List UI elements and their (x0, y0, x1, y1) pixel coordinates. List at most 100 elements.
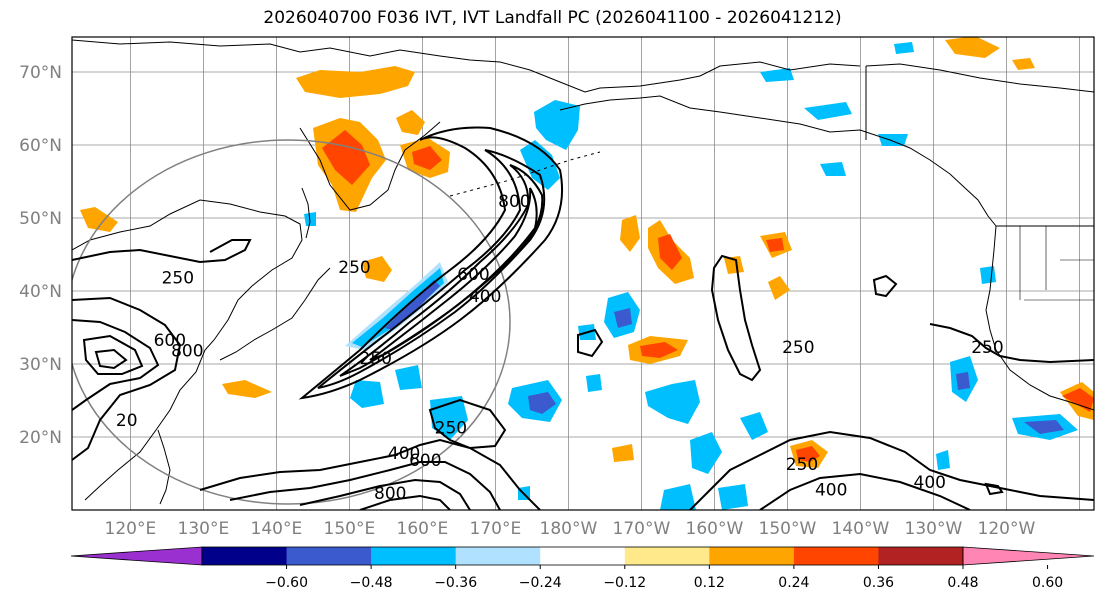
border-states (1019, 226, 1094, 301)
lon-label: 130°W (905, 519, 963, 539)
lon-label: 130°E (178, 519, 230, 539)
coast-aleutians (449, 151, 601, 197)
coast-siberia (72, 39, 861, 93)
shade-red (412, 146, 442, 170)
contour-label: 800 (498, 192, 530, 212)
lon-label: 140°W (832, 519, 890, 539)
colorbar-tick-label: −0.60 (265, 575, 308, 591)
lon-label: 170°W (613, 519, 671, 539)
shade-cyan (586, 374, 602, 392)
shade-orange (296, 66, 415, 98)
colorbar-box (371, 547, 457, 565)
colorbar-tick-label: −0.24 (519, 575, 562, 591)
shade-cyan (820, 162, 846, 176)
colorbar-tick-label: 0.60 (1032, 575, 1063, 591)
shade-cyan (534, 100, 580, 150)
shade-orange (222, 380, 272, 398)
coast-north-america-west (985, 225, 1094, 411)
colorbar-tick-label: 0.36 (863, 575, 894, 591)
colorbar-box (202, 547, 288, 565)
shade-cyan (718, 484, 748, 510)
contour-label: 800 (171, 342, 203, 362)
contour-label: 400 (815, 480, 847, 500)
colorbar-box (793, 547, 879, 565)
lon-label: 160°W (686, 519, 744, 539)
coast-arctic-canada (865, 63, 1094, 93)
latitude-labels: 70°N 60°N 50°N 40°N 30°N 20°N (19, 63, 62, 448)
colorbar-box (540, 547, 626, 565)
lon-label: 170°E (470, 519, 522, 539)
shade-orange (612, 444, 634, 462)
lon-label: 140°E (251, 519, 303, 539)
contour-400-ar (317, 149, 546, 389)
shade-cyan (740, 412, 768, 440)
colorbar-box (709, 547, 795, 565)
colorbar-tick-label: 0.48 (947, 575, 978, 591)
map-frame (71, 36, 1095, 511)
colorbar-tick-label: 0.24 (778, 575, 809, 591)
shade-blue (385, 280, 440, 330)
shade-orange (362, 256, 392, 282)
shade-orange (768, 276, 790, 300)
contour-label: 600 (409, 451, 441, 471)
ivt-contours (72, 126, 1094, 510)
lat-label: 30°N (19, 355, 62, 375)
colorbar-box (286, 547, 372, 565)
shade-red (1062, 388, 1094, 412)
colorbar-box (455, 547, 541, 565)
contour-800-west (94, 348, 128, 370)
colorbar-extend-high (962, 546, 1095, 566)
lon-label: 120°E (105, 519, 157, 539)
shade-cyan (690, 432, 722, 474)
contour-label: 600 (457, 265, 489, 285)
contour-250-central (710, 254, 762, 382)
colorbar-box (878, 547, 964, 565)
contour-250-blob (577, 328, 604, 358)
contour-250-ar (298, 126, 564, 400)
contour-label: 400 (914, 473, 946, 493)
coast-philippines (157, 429, 171, 505)
shade-red (658, 234, 682, 270)
lat-label: 20°N (19, 428, 62, 448)
map-background (72, 37, 1094, 510)
shade-cyan (520, 140, 560, 190)
shade-blue (528, 392, 556, 414)
contour-label: 250 (1097, 484, 1105, 504)
lon-label: 120°W (978, 519, 1036, 539)
coast-alaska (559, 95, 997, 227)
ivt-shading (80, 37, 1094, 510)
coast-kamchatka (299, 121, 441, 211)
shade-cyan (350, 380, 384, 408)
colorbar (70, 546, 1095, 566)
shade-cyan (894, 42, 914, 54)
colorbar-tick-label: −0.12 (603, 575, 646, 591)
shade-red (766, 238, 784, 252)
colorbar-box (624, 547, 710, 565)
shade-blue (1024, 420, 1064, 434)
contour-label: 20 (116, 411, 138, 431)
lon-label: 180°W (540, 519, 598, 539)
shade-cyan (660, 484, 696, 510)
contour-800-south (359, 494, 451, 510)
contour-label: 800 (374, 484, 406, 504)
contour-250-south-lobe (428, 398, 507, 450)
lat-label: 40°N (19, 282, 62, 302)
lon-label: 150°W (759, 519, 817, 539)
contour-label: 250 (786, 455, 818, 475)
landfall-region-circle (72, 139, 511, 505)
contour-label: 250 (338, 258, 370, 278)
colorbar-extend-low (70, 546, 203, 566)
contour-label: 250 (971, 338, 1003, 358)
coast-east-asia (72, 199, 303, 501)
shade-orange (724, 256, 744, 274)
shade-orange (396, 110, 425, 135)
shade-blue (956, 372, 970, 390)
lat-label: 60°N (19, 136, 62, 156)
shade-cyan (395, 365, 422, 390)
longitude-labels: 120°E 130°E 140°E 150°E 160°E 170°E 180°W 170°W… (105, 519, 1036, 539)
shade-cyan (352, 268, 444, 347)
shade-cyan (760, 68, 794, 82)
shade-orange (1012, 58, 1035, 70)
